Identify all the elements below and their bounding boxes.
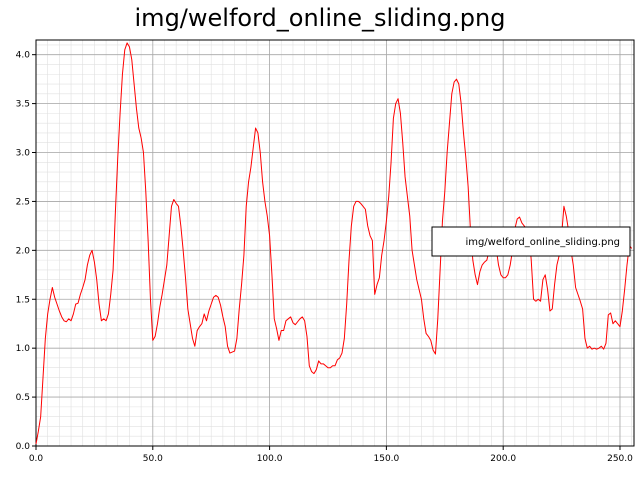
plot-frame [35,39,635,447]
y-tick-label: 0.0 [16,442,31,452]
x-axis: 0.0 50.0 100.0 150.0 200.0 250.0 [29,446,633,464]
y-tick-label: 3.5 [16,100,30,110]
x-tick-label: 0.0 [29,454,44,464]
y-tick-label: 2.0 [16,246,31,256]
x-tick-label: 250.0 [607,454,633,464]
chart-title: img/welford_online_sliding.png [134,4,506,32]
legend-label: img/welford_online_sliding.png [465,237,620,248]
x-tick-label: 100.0 [257,454,283,464]
y-tick-label: 1.0 [16,344,31,354]
y-tick-label: 1.5 [16,295,30,305]
series-group [35,42,633,445]
y-tick-label: 3.0 [16,149,31,159]
series-line [35,42,633,445]
legend-box [431,226,631,257]
x-tick-label: 200.0 [490,454,516,464]
y-tick-label: 0.5 [16,393,30,403]
y-tick-label: 4.0 [16,51,31,61]
y-axis: 0.0 0.5 1.0 1.5 2.0 2.5 3.0 3.5 4.0 [16,51,36,452]
x-tick-label: 50.0 [143,454,163,464]
legend: img/welford_online_sliding.png [431,226,631,257]
y-tick-label: 2.5 [16,197,30,207]
x-tick-label: 150.0 [374,454,400,464]
